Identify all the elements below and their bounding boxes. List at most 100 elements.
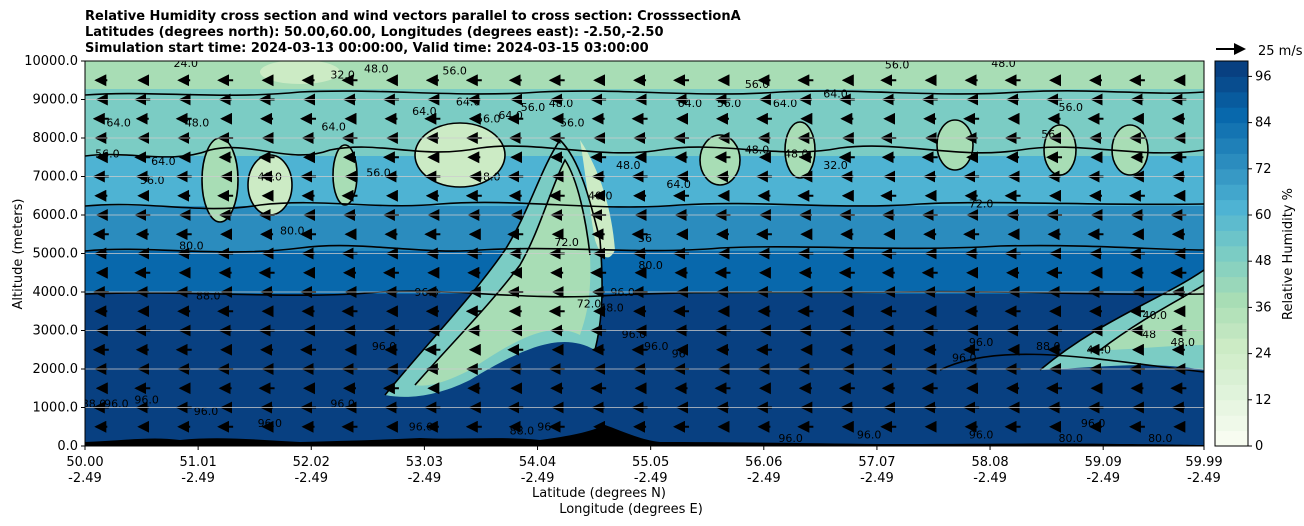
x-tick-label-lat: 50.00 (66, 455, 103, 470)
colorbar-tick-label: 84 (1255, 116, 1272, 131)
colorbar-segment (1215, 384, 1248, 401)
colorbar-tick-label: 36 (1255, 300, 1272, 315)
contour-label: 64.0 (412, 105, 437, 118)
contour-label: 80.0 (179, 240, 204, 253)
contour-label: 96.0 (778, 432, 803, 445)
contour-label: 64.0 (498, 109, 523, 122)
contour-label: 56.0 (560, 116, 585, 129)
dry-plume-inner (415, 160, 591, 386)
x-tick-label-lat: 59.09 (1085, 455, 1122, 470)
terrain (85, 425, 1204, 446)
colorbar-segment (1215, 153, 1248, 170)
contour-label: 80.0 (1058, 432, 1083, 445)
contour-label: 96.0 (969, 336, 994, 349)
contour-label: 88.0 (510, 424, 535, 437)
contour-label: 96 (672, 347, 686, 360)
colorbar-tick-label: 48 (1255, 254, 1272, 269)
contour-label: 96.0 (1081, 417, 1106, 430)
contour-label: 96.0 (969, 428, 994, 441)
contour-label: 56.0 (521, 101, 546, 114)
contour-label: 56.0 (366, 167, 391, 180)
colorbar-segment (1215, 245, 1248, 262)
x-axis-label-lat: Latitude (degrees N) (532, 486, 666, 501)
colorbar-tick-label: 96 (1255, 69, 1272, 84)
dry-cell (248, 155, 292, 215)
contour-label: 40.0 (588, 190, 613, 203)
contour-label: 96.0 (104, 398, 129, 411)
contour-label: 88.0 (1036, 340, 1061, 353)
x-axis-label-lon: Longitude (degrees E) (559, 502, 703, 517)
contour-label: 40.0 (1142, 309, 1167, 322)
colorbar-segment (1215, 61, 1248, 77)
y-tick-label: 7000.0 (33, 170, 79, 185)
contour-label: 48.0 (616, 159, 641, 172)
colorbar-segment (1215, 353, 1248, 370)
x-tick-label-lat: 52.02 (293, 455, 330, 470)
contour-label: 96.0 (952, 351, 977, 364)
x-axis: 50.00-2.4951.01-2.4952.02-2.4953.03-2.49… (66, 446, 1223, 486)
contour-label: 64.0 (773, 97, 798, 110)
contour-label: 96.0 (330, 398, 355, 411)
contour-label: 56.0 (745, 78, 770, 91)
y-tick-label: 9000.0 (33, 93, 79, 108)
x-tick-label-lat: 53.03 (406, 455, 443, 470)
x-tick-label-lon: -2.49 (294, 471, 328, 486)
colorbar-segment (1215, 230, 1248, 247)
colorbar-tick-label: 72 (1255, 162, 1272, 177)
contour-label: 64.0 (823, 88, 848, 101)
colorbar-segment (1215, 399, 1248, 416)
contour-label: 96.0 (194, 405, 219, 418)
contour-label: 72.0 (554, 236, 579, 249)
contour-label: 48.0 (1170, 336, 1195, 349)
chart-title-line-3: Simulation start time: 2024-03-13 00:00:… (85, 41, 649, 56)
colorbar-segment (1215, 322, 1248, 339)
colorbar: 0 12 24 36 48 60 72 84 96 (1214, 60, 1272, 454)
x-tick-label-lon: -2.49 (408, 471, 442, 486)
contour-label: 64.0 (106, 116, 131, 129)
contour-label: 48 (1142, 328, 1156, 341)
y-tick-label: 1000.0 (33, 401, 79, 416)
contour-label: 48.0 (1086, 344, 1111, 357)
colorbar-segment (1215, 199, 1248, 216)
contour-label: 96.0 (258, 417, 283, 430)
colorbar-segment (1215, 261, 1248, 278)
colorbar-label: Relative Humidity % (1281, 188, 1296, 320)
contour-label: 56.0 (1058, 101, 1083, 114)
x-tick-label-lon: -2.49 (68, 471, 102, 486)
colorbar-segment (1215, 415, 1248, 432)
x-tick-label-lon: -2.49 (1187, 471, 1221, 486)
contour-label: 64.0 (678, 97, 703, 110)
contour-label: 96.0 (409, 421, 434, 434)
x-tick-label-lon: -2.49 (973, 471, 1007, 486)
dry-cell (937, 120, 973, 170)
colorbar-frame (1214, 60, 1249, 447)
contour-label: 48.0 (185, 116, 210, 129)
contour-label: 64.0 (321, 120, 346, 133)
colorbar-segment (1215, 338, 1248, 355)
x-tick-label-lon: -2.49 (521, 471, 555, 486)
y-tick-label: 0.0 (57, 439, 78, 454)
contour-label: 96 (537, 421, 551, 434)
contour-label: 72.0 (577, 297, 602, 310)
colorbar-segment (1215, 215, 1248, 231)
y-axis-label: Altitude (meters) (11, 199, 26, 310)
contour-label-group: 88.096.0 96.056.064.056.064.024.048.080.0… (85, 59, 1195, 445)
x-tick-label-lon: -2.49 (860, 471, 894, 486)
contour-label: 56 (1041, 128, 1055, 141)
colorbar-segment (1215, 138, 1248, 154)
contour-label: 48.0 (549, 97, 574, 110)
colorbar-segment (1215, 276, 1248, 293)
contour-label: 96.0 (134, 394, 159, 407)
contour-label: 56.0 (885, 59, 910, 72)
colorbar-segment (1215, 107, 1248, 124)
chart-title-line-1: Relative Humidity cross section and wind… (85, 9, 741, 24)
colorbar-segment (1215, 307, 1248, 324)
colorbar-tick-label: 0 (1255, 439, 1263, 454)
contour-label: 96.0 (644, 340, 669, 353)
contour-label: 48.0 (364, 63, 389, 76)
contour-label: 80.0 (1148, 432, 1173, 445)
y-axis: 0.0 1000.0 2000.0 3000.0 4000.0 5000.0 6000.0 7… (24, 54, 85, 454)
colorbar-tick-label: 60 (1255, 208, 1272, 223)
contour-label: 80.0 (638, 259, 663, 272)
